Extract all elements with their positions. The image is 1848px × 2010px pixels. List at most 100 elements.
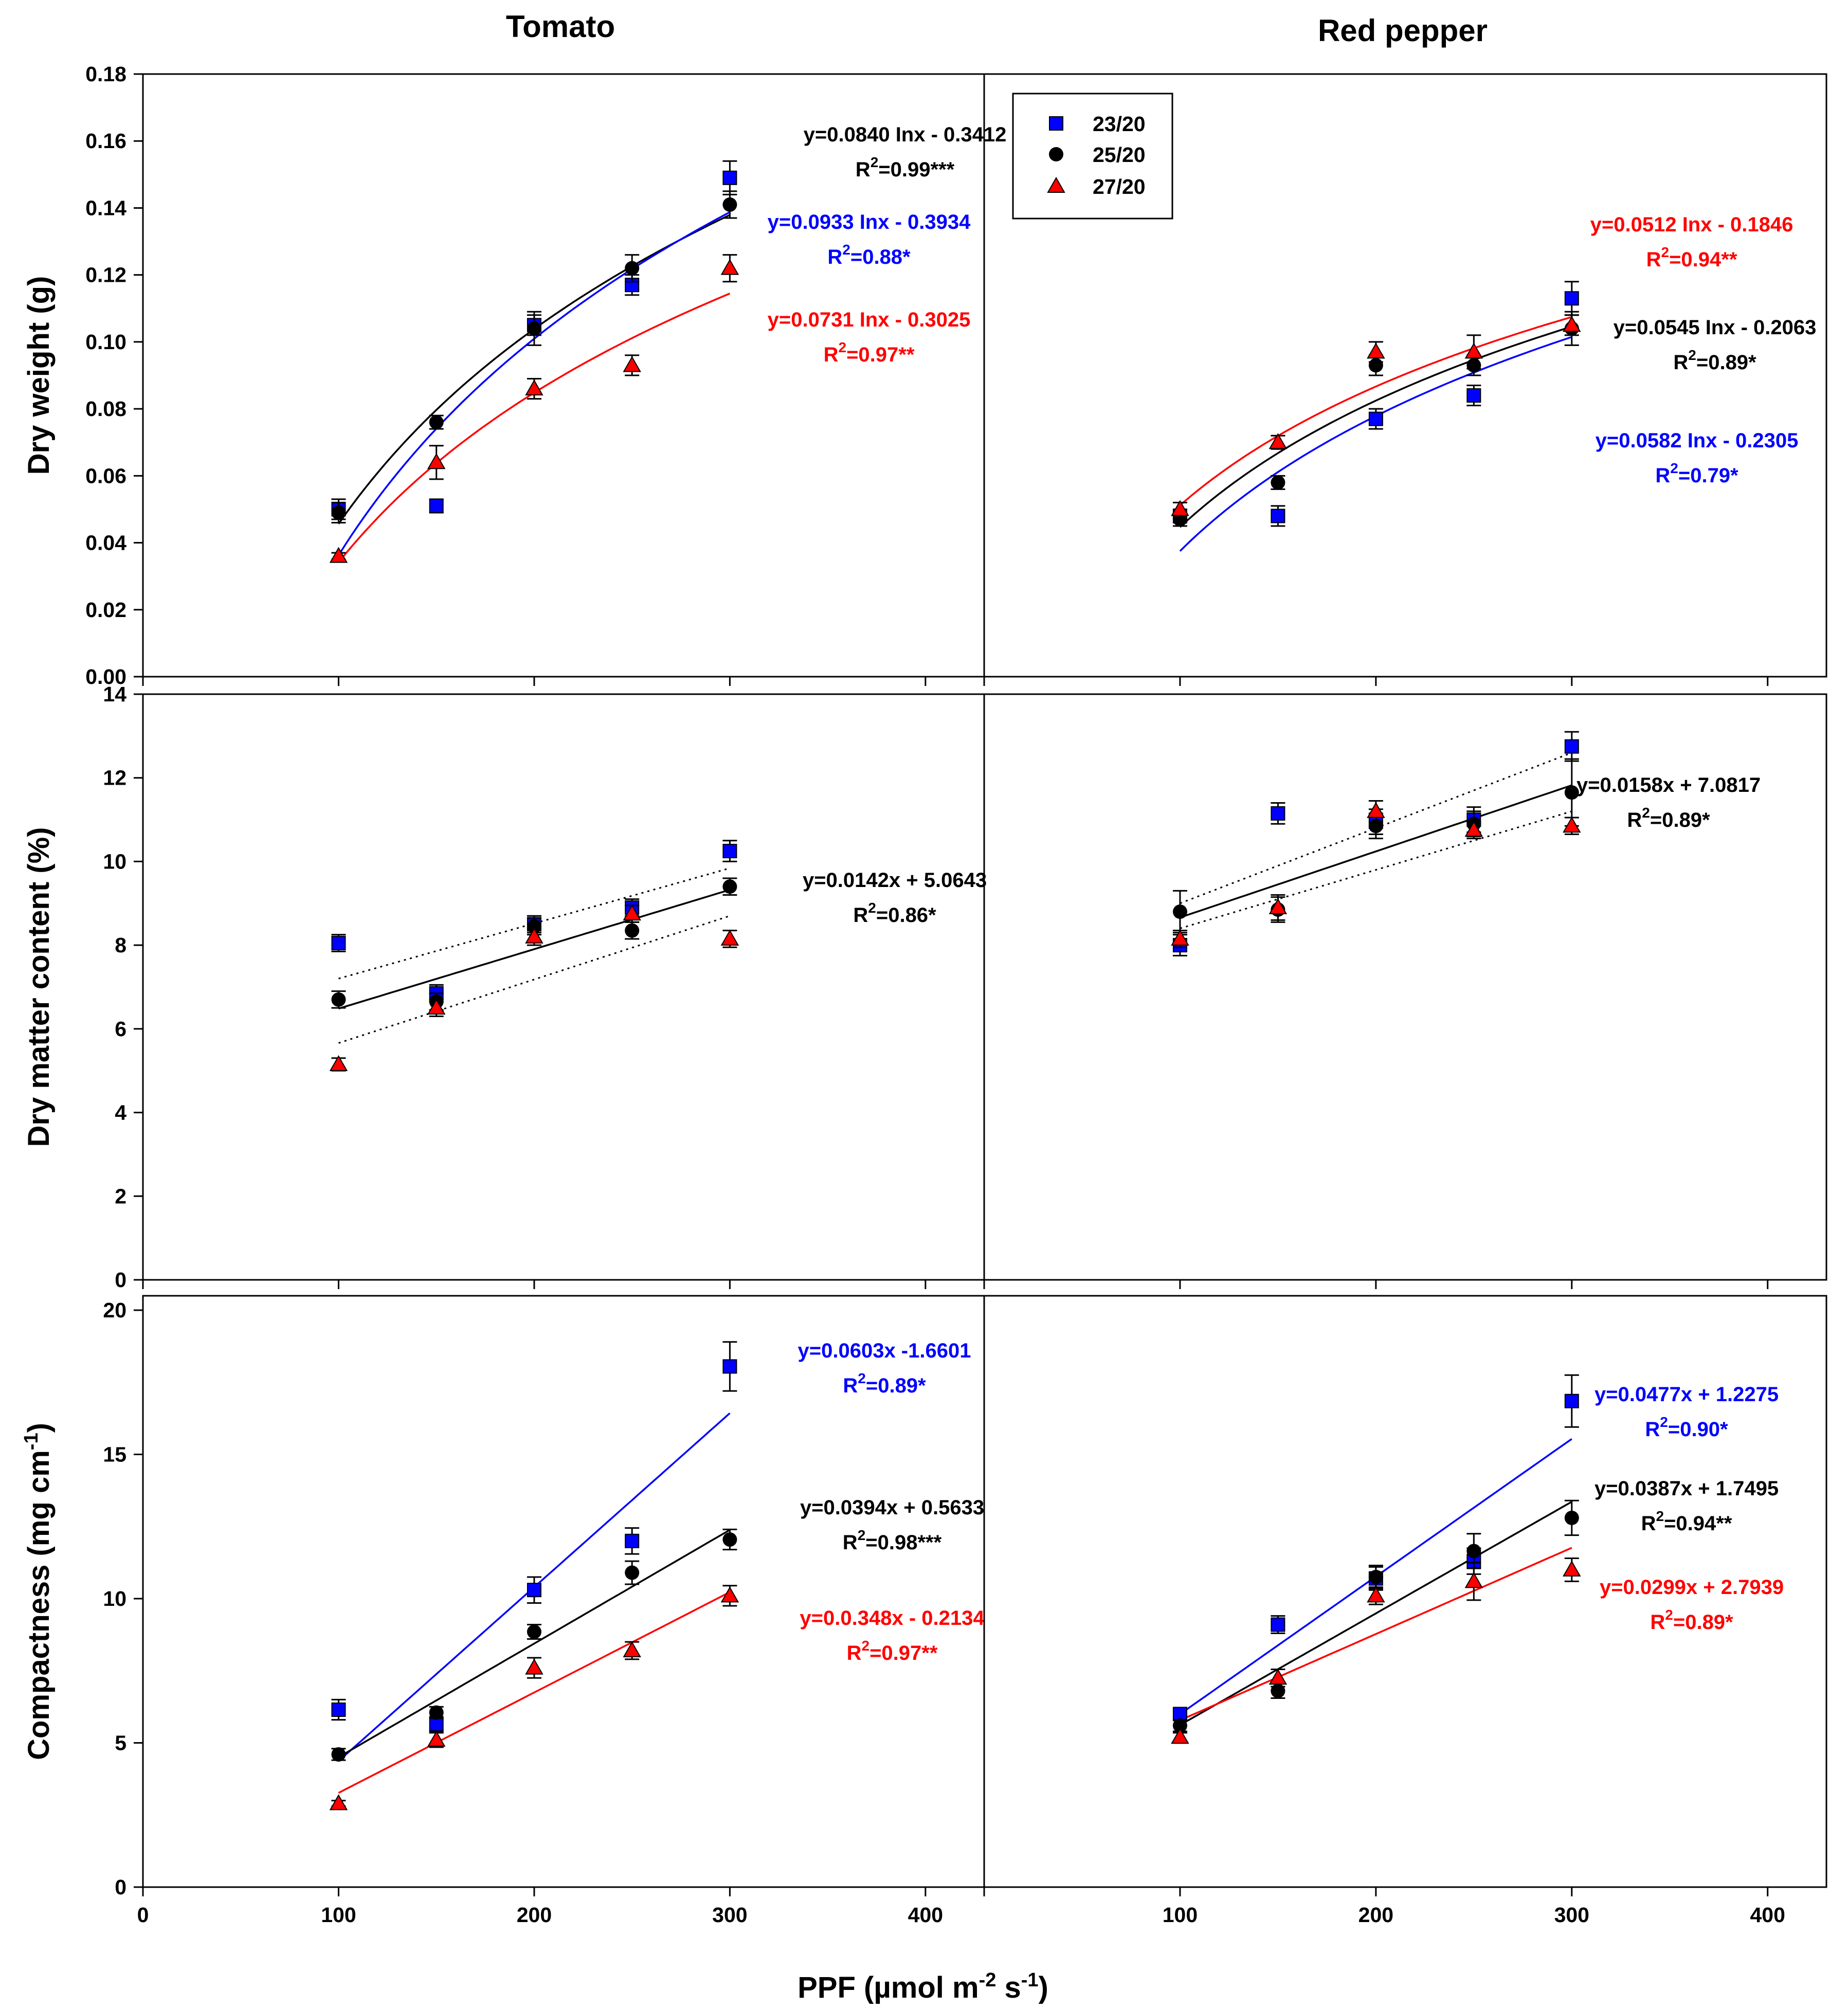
legend-marker-25-20 bbox=[1049, 147, 1063, 161]
fit-equation: y=0.0840 Inx - 0.3412 bbox=[804, 123, 1007, 146]
data-point-27-20 bbox=[720, 259, 739, 275]
data-point-25-20 bbox=[625, 923, 640, 938]
data-point-27-20 bbox=[427, 1730, 446, 1747]
data-point-25-20 bbox=[625, 1565, 640, 1580]
data-point-25-20 bbox=[1564, 1510, 1579, 1525]
fit-equation: y=0.0158x + 7.0817 bbox=[1577, 774, 1761, 796]
panel-comp-pepper: 100 200 300 400 y=0.0477x + 1.2275 R2=0.90* y=… bbox=[983, 1295, 1827, 1927]
data-point-27-20 bbox=[427, 453, 446, 469]
data-point-25-20 bbox=[429, 1705, 444, 1720]
data-point-27-20 bbox=[720, 1586, 739, 1603]
data-point-23-20 bbox=[1271, 509, 1285, 523]
data-point-27-20 bbox=[623, 904, 641, 921]
data-point-25-20 bbox=[527, 919, 541, 934]
fit-r-squared: R2=0.89* bbox=[1673, 347, 1756, 374]
y-tick-label: 2 bbox=[115, 1184, 126, 1208]
fit-line-25-20 bbox=[338, 889, 730, 1010]
y-tick-label: 5 bbox=[115, 1731, 126, 1755]
x-tick-label: 300 bbox=[712, 1903, 747, 1927]
x-tick-label: 400 bbox=[1750, 1903, 1785, 1927]
fit-line-25-20 bbox=[1179, 325, 1572, 528]
data-point-27-20 bbox=[1269, 898, 1288, 914]
data-point-25-20 bbox=[429, 415, 444, 430]
data-point-25-20 bbox=[722, 1532, 737, 1547]
data-point-27-20 bbox=[1171, 929, 1189, 946]
data-point-25-20 bbox=[1172, 904, 1187, 919]
confidence-line bbox=[338, 915, 730, 1044]
data-point-25-20 bbox=[1271, 475, 1285, 490]
y-tick-label: 10 bbox=[103, 849, 126, 873]
fit-equation: y=0.0582 Inx - 0.2305 bbox=[1596, 429, 1799, 452]
panels: 0.00 0.02 0.04 0.06 0.08 0.10 0.12 0.14 0.16 0.18… bbox=[21, 62, 1827, 1927]
y-tick-label: 0 bbox=[115, 1875, 126, 1899]
fit-equation: y=0.0142x + 5.0643 bbox=[803, 869, 987, 892]
data-point-25-20 bbox=[331, 1747, 346, 1762]
fit-equation: y=0.0933 Inx - 0.3934 bbox=[768, 211, 971, 233]
data-point-27-20 bbox=[1464, 1572, 1483, 1588]
panel-dw-pepper: y=0.0512 Inx - 0.1846 R2=0.94** y=0.0545 I… bbox=[983, 73, 1827, 686]
data-point-25-20 bbox=[331, 992, 346, 1007]
data-point-23-20 bbox=[1271, 806, 1285, 821]
data-point-25-20 bbox=[625, 261, 640, 276]
fit-r-squared: R2=0.79* bbox=[1655, 460, 1738, 487]
data-point-25-20 bbox=[527, 1624, 541, 1639]
fit-r-squared: R2=0.98*** bbox=[843, 1527, 942, 1554]
fit-line-25-20 bbox=[338, 214, 731, 524]
data-point-27-20 bbox=[1269, 433, 1288, 449]
fit-r-squared: R2=0.90* bbox=[1645, 1414, 1728, 1441]
data-point-23-20 bbox=[1564, 739, 1579, 754]
data-point-27-20 bbox=[1563, 1560, 1581, 1577]
panel-dmc-pepper: y=0.0158x + 7.0817 R2=0.89* bbox=[983, 693, 1827, 1289]
x-tick-label: 400 bbox=[908, 1903, 943, 1927]
panel-frame bbox=[983, 73, 1827, 678]
y-tick-label: 14 bbox=[103, 682, 126, 706]
panel-dw-tomato: 0.00 0.02 0.04 0.06 0.08 0.10 0.12 0.14 0.16 0.18… bbox=[22, 62, 1006, 689]
legend-marker-23-20 bbox=[1049, 116, 1063, 131]
y-tick-label: 0.00 bbox=[85, 665, 126, 689]
legend-box bbox=[1012, 93, 1173, 220]
fit-r-squared: R2=0.94** bbox=[1646, 244, 1737, 271]
data-point-27-20 bbox=[329, 1794, 348, 1810]
y-tick-label: 0.14 bbox=[85, 196, 126, 220]
fit-r-squared: R2=0.89* bbox=[1627, 805, 1710, 831]
panel-frame bbox=[983, 693, 1827, 1281]
data-point-27-20 bbox=[623, 356, 641, 372]
fit-r-squared: R2=0.89* bbox=[843, 1370, 926, 1397]
y-tick-label: 8 bbox=[115, 933, 126, 957]
data-point-27-20 bbox=[525, 927, 543, 944]
y-tick-label: 12 bbox=[103, 766, 126, 790]
data-point-27-20 bbox=[1563, 817, 1581, 833]
fit-equation: y=0.0.348x - 0.2134 bbox=[800, 1607, 985, 1629]
data-point-27-20 bbox=[1171, 1728, 1189, 1744]
fit-line-25-20 bbox=[1180, 1501, 1572, 1726]
col-title-tomato: Tomato bbox=[506, 9, 615, 44]
data-point-27-20 bbox=[329, 1055, 348, 1072]
confidence-line bbox=[1180, 810, 1572, 930]
data-point-27-20 bbox=[1367, 1586, 1385, 1603]
x-tick-label: 300 bbox=[1554, 1903, 1589, 1927]
data-point-23-20 bbox=[331, 936, 346, 951]
panel-frame bbox=[983, 1295, 1827, 1888]
fit-line-27-20 bbox=[338, 1591, 731, 1794]
data-point-23-20 bbox=[1564, 1393, 1579, 1408]
y-axis-label: Compactness (mg cm-1) bbox=[21, 1423, 56, 1760]
y-axis-label: Dry matter content (%) bbox=[22, 827, 56, 1147]
data-point-25-20 bbox=[1466, 1544, 1481, 1559]
data-point-27-20 bbox=[1171, 500, 1189, 516]
data-point-23-20 bbox=[331, 1703, 346, 1717]
data-point-23-20 bbox=[722, 170, 737, 185]
x-tick-label: 100 bbox=[1163, 1903, 1198, 1927]
data-point-27-20 bbox=[1367, 802, 1385, 818]
legend-label-25-20: 25/20 bbox=[1093, 143, 1146, 167]
y-tick-label: 4 bbox=[115, 1101, 126, 1125]
data-point-25-20 bbox=[1368, 1569, 1383, 1584]
fit-line-25-20 bbox=[1180, 784, 1572, 918]
data-point-23-20 bbox=[1564, 291, 1579, 306]
legend-label-27-20: 27/20 bbox=[1093, 175, 1146, 198]
y-tick-label: 6 bbox=[115, 1017, 126, 1041]
fit-equation: y=0.0394x + 0.5633 bbox=[800, 1496, 984, 1519]
panel-dmc-tomato: 0 2 4 6 8 10 12 14 Dry matter content (%) y=0.014… bbox=[22, 682, 987, 1292]
fit-r-squared: R2=0.99*** bbox=[856, 154, 955, 181]
data-point-27-20 bbox=[1367, 342, 1385, 359]
